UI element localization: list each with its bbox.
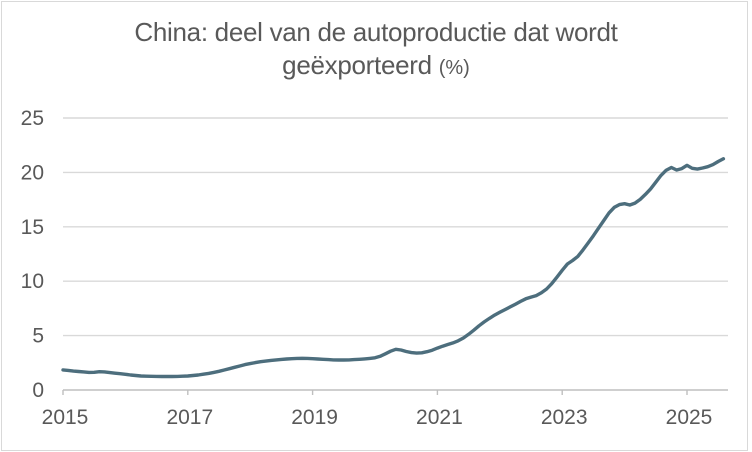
chart-title-line1: China: deel van de autoproductie dat wor… bbox=[134, 17, 618, 47]
x-axis-tick-label: 2021 bbox=[416, 406, 463, 429]
chart-title-unit: (%) bbox=[438, 57, 470, 79]
chart-title-line2: geëxporteerd (%) bbox=[282, 50, 470, 80]
y-axis-tick-label: 5 bbox=[32, 325, 44, 348]
x-axis-tick-label: 2023 bbox=[541, 406, 588, 429]
y-axis-tick-label: 25 bbox=[21, 107, 44, 130]
x-axis-tick-label: 2015 bbox=[42, 406, 89, 429]
y-axis-tick-label: 20 bbox=[21, 161, 44, 184]
x-axis-tick-label: 2025 bbox=[666, 406, 713, 429]
y-axis-tick-label: 0 bbox=[32, 379, 44, 402]
x-axis-tick-label: 2019 bbox=[291, 406, 338, 429]
chart-title: China: deel van de autoproductie dat wor… bbox=[0, 16, 752, 85]
y-axis-tick-label: 10 bbox=[21, 270, 44, 293]
y-axis-tick-label: 15 bbox=[21, 216, 44, 239]
export-share-line bbox=[61, 157, 726, 379]
x-axis-tick-label: 2017 bbox=[166, 406, 213, 429]
